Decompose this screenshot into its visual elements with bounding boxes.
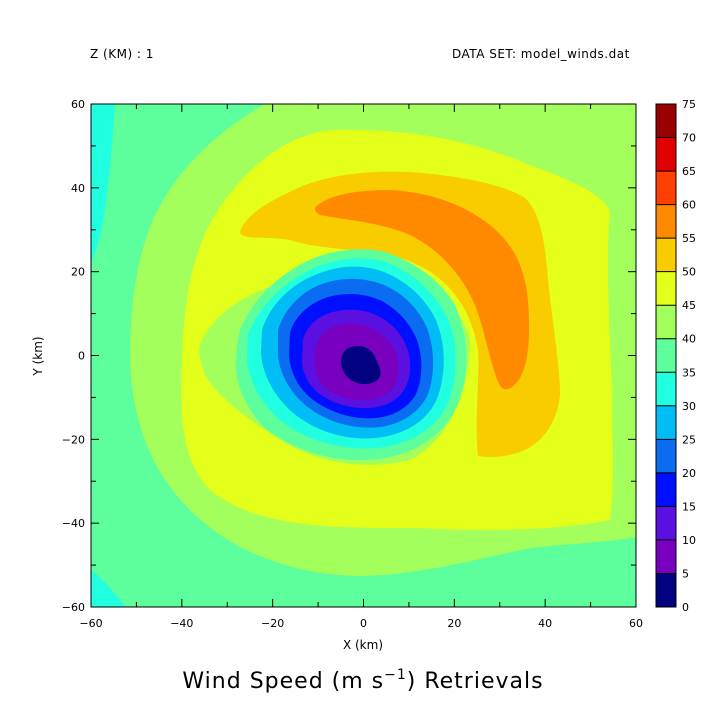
contour-band-30-35 bbox=[91, 570, 126, 607]
colorbar-swatch bbox=[656, 372, 676, 406]
chart-title: Wind Speed (m s−1) Retrievals bbox=[182, 667, 543, 694]
y-axis: −60 −40 −20 0 20 40 60 bbox=[62, 98, 636, 614]
x-axis: −60 −40 −20 0 20 40 60 bbox=[79, 104, 643, 630]
colorbar-label: 60 bbox=[682, 199, 696, 212]
colorbar-swatch bbox=[656, 472, 676, 507]
colorbar-swatch bbox=[656, 305, 676, 339]
colorbar-swatch bbox=[656, 573, 676, 607]
colorbar-swatch bbox=[656, 271, 676, 306]
colorbar-swatch bbox=[656, 137, 676, 172]
x-tick-label: 60 bbox=[629, 617, 643, 630]
x-tick-label: 40 bbox=[538, 617, 552, 630]
contour-band-30-35 bbox=[91, 104, 115, 262]
colorbar-label: 0 bbox=[682, 601, 689, 614]
colorbar-swatch bbox=[656, 405, 676, 440]
x-tick-label: 20 bbox=[447, 617, 461, 630]
y-tick-label: −20 bbox=[62, 433, 85, 446]
contour-band-55-60 bbox=[315, 190, 530, 390]
x-tick-label: −40 bbox=[170, 617, 193, 630]
colorbar-label: 25 bbox=[682, 433, 696, 446]
x-tick-label: 0 bbox=[360, 617, 367, 630]
colorbar-label: 65 bbox=[682, 165, 696, 178]
colorbar-label: 15 bbox=[682, 500, 696, 513]
y-tick-label: 20 bbox=[71, 266, 85, 279]
y-tick-label: −60 bbox=[62, 601, 85, 614]
x-axis-label: X (km) bbox=[343, 638, 383, 652]
colorbar-swatch bbox=[656, 171, 676, 205]
y-axis-label: Y (km) bbox=[31, 336, 45, 376]
colorbar-label: 35 bbox=[682, 366, 696, 379]
colorbar-swatch bbox=[656, 338, 676, 373]
contour-band-35-40 bbox=[91, 104, 636, 607]
colorbar-swatch bbox=[656, 204, 676, 239]
colorbar-label: 70 bbox=[682, 132, 696, 145]
colorbar-swatch bbox=[656, 539, 676, 574]
chart-title-suffix: ) Retrievals bbox=[407, 669, 544, 694]
y-tick-label: −40 bbox=[62, 517, 85, 530]
colorbar-swatch bbox=[656, 238, 676, 272]
colorbar-label: 10 bbox=[682, 534, 696, 547]
colorbar-label: 40 bbox=[682, 333, 696, 346]
level-label: Z (KM) : 1 bbox=[90, 47, 154, 61]
colorbar-label: 75 bbox=[682, 98, 696, 111]
chart-title-prefix: Wind Speed (m s bbox=[182, 669, 384, 694]
colorbar-label: 5 bbox=[682, 567, 689, 580]
contour-band-0-5 bbox=[341, 346, 381, 384]
contour-field bbox=[91, 104, 636, 607]
colorbar-label: 55 bbox=[682, 232, 696, 245]
colorbar-swatch bbox=[656, 104, 676, 138]
colorbar-label: 30 bbox=[682, 400, 696, 413]
colorbar-swatch bbox=[656, 506, 676, 540]
dataset-label: DATA SET: model_winds.dat bbox=[452, 47, 630, 61]
y-tick-label: 0 bbox=[78, 350, 85, 363]
colorbar-label: 20 bbox=[682, 467, 696, 480]
colorbar: 0 5 10 15 20 25 30 35 40 45 50 55 60 65 70 75 bbox=[655, 98, 696, 614]
colorbar-swatch bbox=[656, 439, 676, 473]
x-tick-label: −20 bbox=[261, 617, 284, 630]
y-tick-label: 60 bbox=[71, 98, 85, 111]
colorbar-label: 50 bbox=[682, 266, 696, 279]
colorbar-label: 45 bbox=[682, 299, 696, 312]
y-tick-label: 40 bbox=[71, 182, 85, 195]
chart-title-superscript: −1 bbox=[384, 667, 407, 683]
x-tick-label: −60 bbox=[79, 617, 102, 630]
